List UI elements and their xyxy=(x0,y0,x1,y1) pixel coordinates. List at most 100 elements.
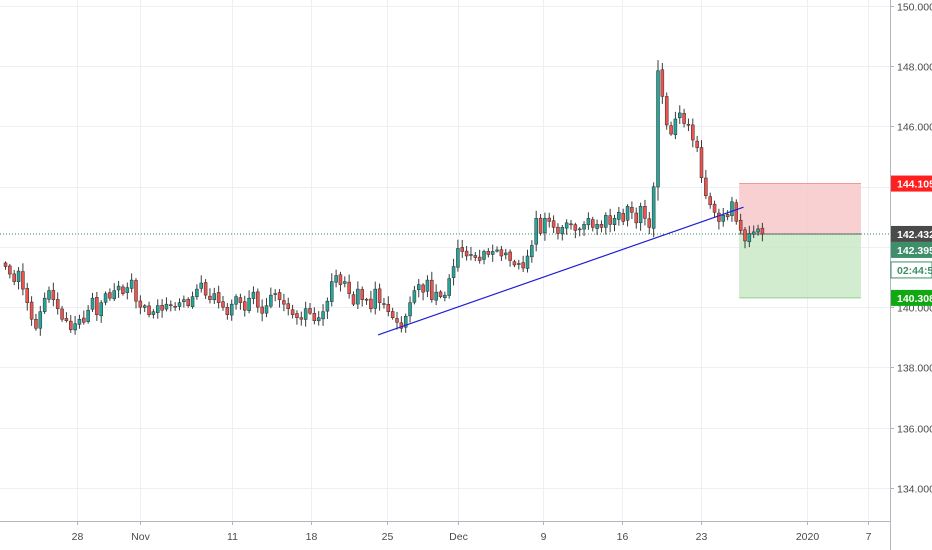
down-candle-body xyxy=(630,207,634,213)
candle xyxy=(260,299,264,322)
candle xyxy=(277,289,282,308)
candle xyxy=(390,307,395,320)
countdown-tag-text: 02:44:57 xyxy=(897,265,932,277)
last-price-tag[interactable]: 142.432 xyxy=(891,225,932,242)
stop-loss-tag[interactable]: 144.105 xyxy=(891,175,932,192)
down-candle-body xyxy=(734,202,739,222)
down-candle-body xyxy=(473,255,478,258)
candle xyxy=(303,301,308,327)
candle xyxy=(743,226,747,249)
up-candle-body xyxy=(16,270,21,282)
down-candle-body xyxy=(312,313,317,321)
down-candle-body xyxy=(69,320,73,331)
down-candle-body xyxy=(743,229,747,242)
up-candle-body xyxy=(586,218,591,226)
candle xyxy=(678,105,682,124)
stop-loss-zone[interactable] xyxy=(739,183,861,234)
last-price-tag-text: 142.432 xyxy=(897,229,932,241)
bid-tag-bg xyxy=(891,241,932,258)
down-candle-body xyxy=(25,288,29,303)
take-profit-tag-bg xyxy=(891,289,932,306)
trendline-layer xyxy=(377,206,744,336)
candle xyxy=(121,284,125,296)
down-candle-body xyxy=(216,292,221,303)
candle xyxy=(108,288,112,301)
up-candle-body xyxy=(182,299,186,303)
up-candle-body xyxy=(747,233,752,243)
up-candle-body xyxy=(595,224,599,229)
candle xyxy=(508,249,512,267)
candle xyxy=(308,302,312,315)
candle xyxy=(464,245,469,261)
up-candle-body xyxy=(251,291,256,299)
down-candle-body xyxy=(499,249,504,257)
down-candle-body xyxy=(108,292,112,299)
candle xyxy=(591,216,595,232)
trendline[interactable] xyxy=(377,206,744,336)
down-candle-body xyxy=(34,318,38,329)
candle xyxy=(343,276,347,288)
candle xyxy=(460,239,464,258)
candle xyxy=(382,297,386,309)
take-profit-zone[interactable] xyxy=(739,233,861,298)
candle xyxy=(738,213,743,234)
candle xyxy=(73,315,77,335)
candle xyxy=(560,225,565,241)
down-candle-body xyxy=(225,306,230,315)
down-candle-body xyxy=(51,290,56,300)
down-candle-body xyxy=(8,265,12,275)
up-candle-body xyxy=(325,300,330,312)
candle xyxy=(577,227,582,237)
candle xyxy=(360,286,364,307)
down-candle-body xyxy=(477,256,482,261)
candle xyxy=(351,291,356,306)
up-candle-body xyxy=(151,311,156,315)
candle xyxy=(573,222,578,239)
down-candle-body xyxy=(486,251,491,255)
up-candle-body xyxy=(47,290,51,300)
candle xyxy=(212,287,217,304)
candle xyxy=(216,285,221,309)
up-candle-body xyxy=(525,255,530,269)
position-zones xyxy=(739,183,861,299)
candle xyxy=(377,283,382,311)
bid-tag[interactable]: 142.395 xyxy=(891,241,932,258)
candle xyxy=(730,196,734,222)
y-tick-label: 136.000 xyxy=(897,424,932,436)
candle xyxy=(490,244,495,262)
candle xyxy=(534,210,538,252)
up-candle-body xyxy=(116,285,121,291)
down-candle-body xyxy=(138,300,143,308)
up-candle-body xyxy=(125,287,130,293)
last-price-tag-bg xyxy=(891,225,932,242)
candle xyxy=(699,140,704,183)
candle xyxy=(34,313,38,331)
candle xyxy=(86,305,90,324)
candle xyxy=(530,240,534,263)
up-candle-body xyxy=(129,279,134,289)
candle xyxy=(134,278,138,309)
candle xyxy=(190,291,195,309)
candle xyxy=(347,274,351,299)
candle xyxy=(151,309,156,319)
down-candle-body xyxy=(160,305,164,311)
down-candle-body xyxy=(538,217,543,234)
down-candle-body xyxy=(290,309,295,315)
up-candle-body xyxy=(90,297,95,310)
candle xyxy=(356,281,360,310)
price-tags: 144.105 142.432 142.395 02:44:57 140.308 xyxy=(890,175,932,306)
take-profit-tag[interactable]: 140.308 xyxy=(891,289,932,306)
down-candle-body xyxy=(347,281,351,294)
candle xyxy=(173,302,177,311)
down-candle-body xyxy=(64,318,69,321)
down-candle-body xyxy=(695,140,699,148)
up-candle-body xyxy=(229,303,234,316)
candle xyxy=(586,212,591,230)
candle xyxy=(142,304,147,313)
down-candle-body xyxy=(21,271,25,290)
up-candle-body xyxy=(334,275,338,283)
x-tick-label: 18 xyxy=(306,531,318,543)
down-candle-body xyxy=(712,203,717,213)
